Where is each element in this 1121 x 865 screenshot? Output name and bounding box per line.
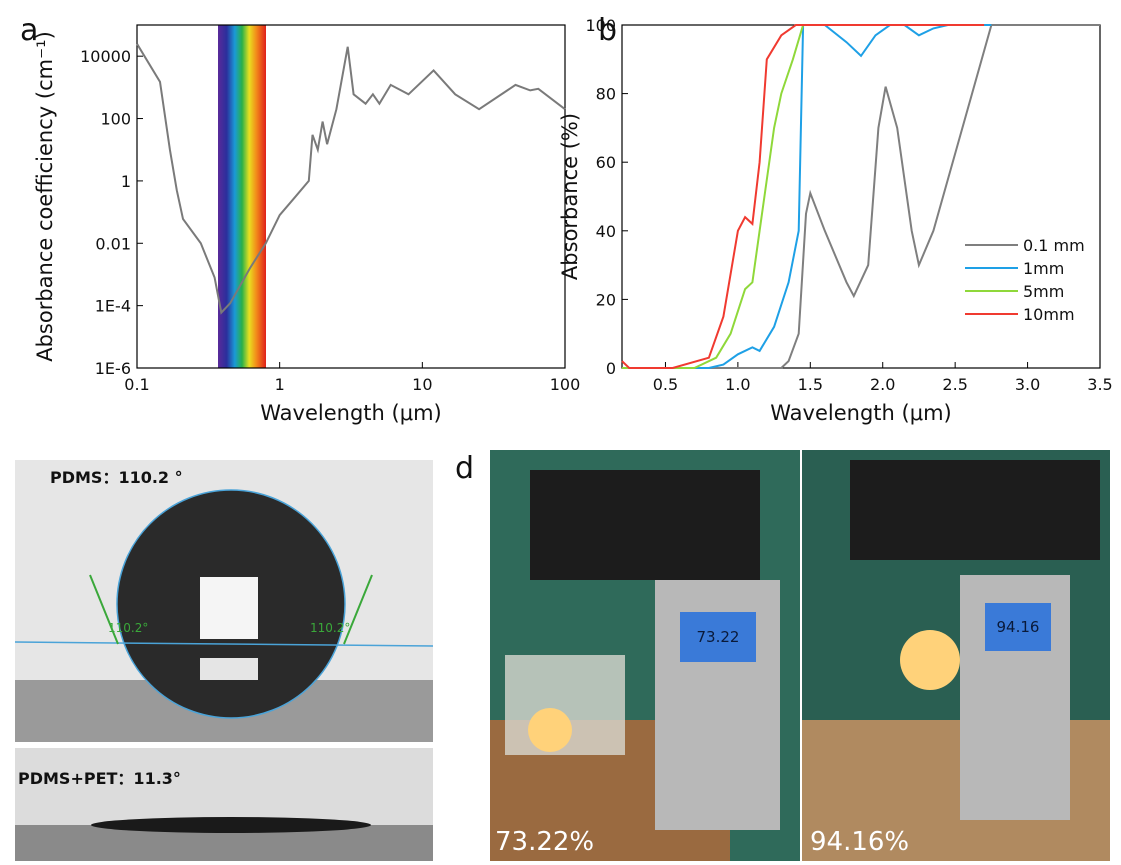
- tangent: [343, 574, 373, 645]
- x-tick-label: 1: [275, 375, 285, 394]
- x-axis-title: Wavelength (μm): [260, 401, 441, 425]
- lamp: [528, 708, 572, 752]
- panel-label: a: [20, 13, 38, 48]
- camera: [530, 470, 760, 580]
- data-line: [621, 24, 985, 369]
- x-tick-label: 1.0: [725, 375, 750, 394]
- tangent: [89, 574, 119, 645]
- legend-label: 5mm: [1023, 282, 1064, 301]
- y-tick-label: 0.01: [95, 234, 131, 253]
- y-tick-label: 0: [606, 359, 616, 378]
- lamp: [900, 630, 960, 690]
- y-axis-title: Absorbance coefficiency (cm⁻¹): [33, 31, 57, 362]
- reflection: [200, 577, 258, 639]
- x-tick-label: 100: [550, 375, 581, 394]
- x-tick-label: 1.5: [798, 375, 823, 394]
- legend-label: 1mm: [1023, 259, 1064, 278]
- angle-label: 110.2°: [310, 621, 350, 635]
- angle-label: 110.2°: [108, 621, 148, 635]
- x-tick-label: 2.0: [870, 375, 895, 394]
- x-tick-label: 3.0: [1015, 375, 1040, 394]
- baseline: [14, 641, 434, 647]
- y-tick-label: 60: [596, 153, 616, 172]
- y-tick-label: 20: [596, 290, 616, 309]
- legend-label: 10mm: [1023, 305, 1075, 324]
- y-tick-label: 1E-4: [95, 297, 131, 316]
- meter-screen: [680, 612, 756, 662]
- photo-title: PDMS：110.2 °: [50, 468, 183, 487]
- plot-frame: [136, 24, 566, 369]
- data-line: [622, 24, 992, 369]
- x-tick-label: 2.5: [942, 375, 967, 394]
- y-axis-title: Absorbance (%): [558, 113, 582, 280]
- x-tick-label: 10: [412, 375, 432, 394]
- panel-label: d: [455, 451, 474, 486]
- y-tick-label: 10000: [80, 47, 131, 66]
- x-axis-title: Wavelength (μm): [770, 401, 951, 425]
- x-tick-label: 3.5: [1087, 375, 1112, 394]
- photo-title: PDMS+PET：11.3°: [18, 769, 181, 788]
- y-tick-label: 40: [596, 222, 616, 241]
- y-tick-label: 1E-6: [95, 359, 131, 378]
- data-line: [622, 24, 1100, 369]
- data-line: [136, 43, 566, 315]
- photo-caption: 94.16%: [810, 827, 909, 857]
- charts: a 0.1 1 10 100 1E-6 1E-4 0.01 1 100 10000 Wavelengt…: [20, 13, 1113, 425]
- camera: [850, 460, 1100, 560]
- data-line: [622, 24, 985, 369]
- visible-spectrum: [218, 25, 266, 368]
- y-tick-label: 100: [100, 110, 131, 129]
- photo-caption: 73.22%: [495, 827, 594, 857]
- y-tick-label: 100: [585, 16, 616, 35]
- film-drop: [91, 817, 371, 833]
- reflection: [200, 658, 258, 680]
- panel-label: b: [598, 13, 617, 48]
- legend-label: 0.1 mm: [1023, 236, 1085, 255]
- meter-screen: [985, 603, 1051, 651]
- y-tick-label: 80: [596, 85, 616, 104]
- meter-reading: 73.22: [697, 628, 740, 646]
- x-tick-label: 0.1: [124, 375, 149, 394]
- y-tick-label: 1: [121, 172, 131, 191]
- meter-reading: 94.16: [997, 618, 1040, 636]
- x-tick-label: 0.5: [653, 375, 678, 394]
